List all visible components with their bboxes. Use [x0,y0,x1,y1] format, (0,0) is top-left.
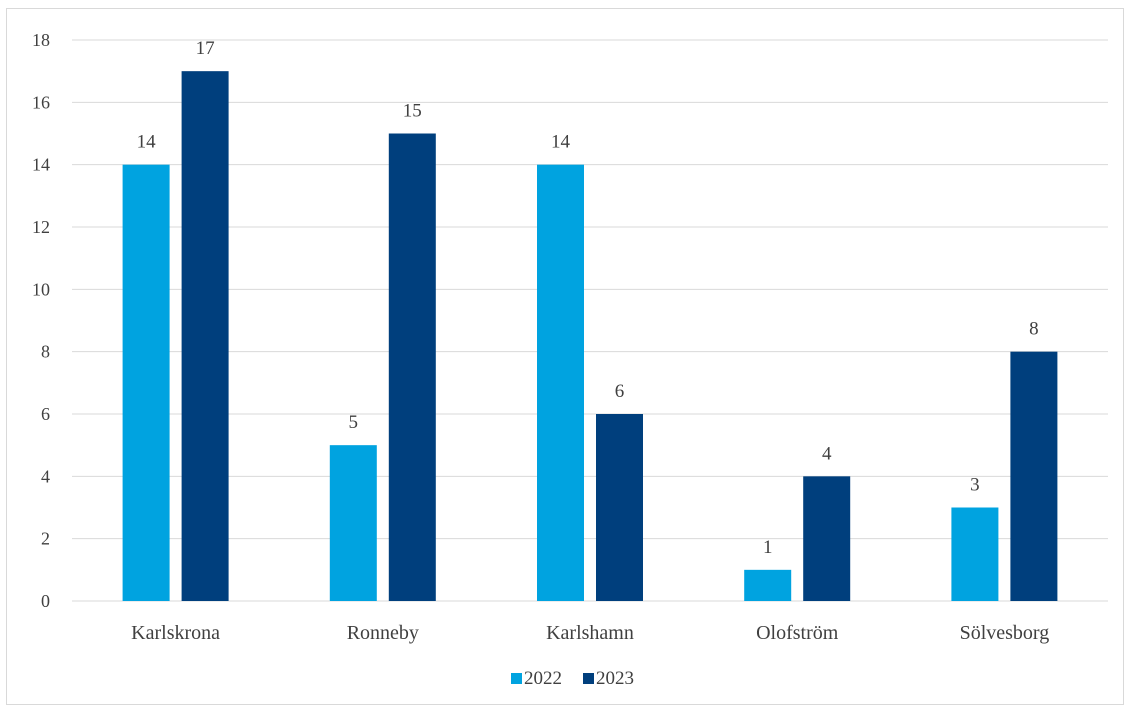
data-label: 15 [403,101,422,122]
bar-2023 [1010,351,1058,601]
legend-swatch-2022 [511,673,522,684]
bar-2023 [596,414,643,601]
x-category-label: Karlshamn [546,622,634,644]
y-tick-label: 16 [32,92,50,112]
y-tick-label: 12 [32,217,50,237]
legend-label: 2023 [596,668,634,689]
data-label: 6 [615,381,625,402]
bar-2022 [951,507,999,601]
data-label: 1 [763,537,773,558]
bar-2022 [122,164,170,601]
data-label: 14 [551,132,571,153]
x-category-label: Sölvesborg [960,622,1050,644]
bar-2023 [388,133,436,601]
gridlines [72,39,1108,602]
bar-2023 [181,71,229,601]
legend: 2022 2023 [511,668,634,689]
y-tick-label: 4 [41,466,50,486]
legend-label: 2022 [524,668,562,689]
bar-2022 [537,164,584,601]
y-tick-label: 18 [32,30,50,50]
x-axis-categories: Karlskrona Ronneby Karlshamn Olofström Sölve… [131,622,1049,644]
data-label: 3 [970,475,980,496]
bar-2022 [329,445,377,601]
y-axis-ticks: 0 2 4 6 8 10 12 14 16 18 [32,30,50,611]
bar-2022 [744,569,792,601]
x-category-label: Olofström [756,622,839,644]
x-category-label: Ronneby [347,622,419,644]
data-label: 14 [137,132,157,153]
y-tick-label: 8 [41,342,50,362]
bars [122,71,1058,601]
y-tick-label: 10 [32,279,50,299]
data-label: 8 [1029,319,1039,340]
legend-swatch-2023 [583,673,594,684]
data-label: 4 [822,443,832,464]
x-category-label: Karlskrona [131,622,220,644]
bar-2023 [803,476,851,601]
y-tick-label: 0 [41,591,50,611]
data-label: 17 [196,38,215,59]
y-tick-label: 2 [41,529,50,549]
y-tick-label: 14 [32,155,50,175]
data-label: 5 [349,412,359,433]
y-tick-label: 6 [41,404,50,424]
